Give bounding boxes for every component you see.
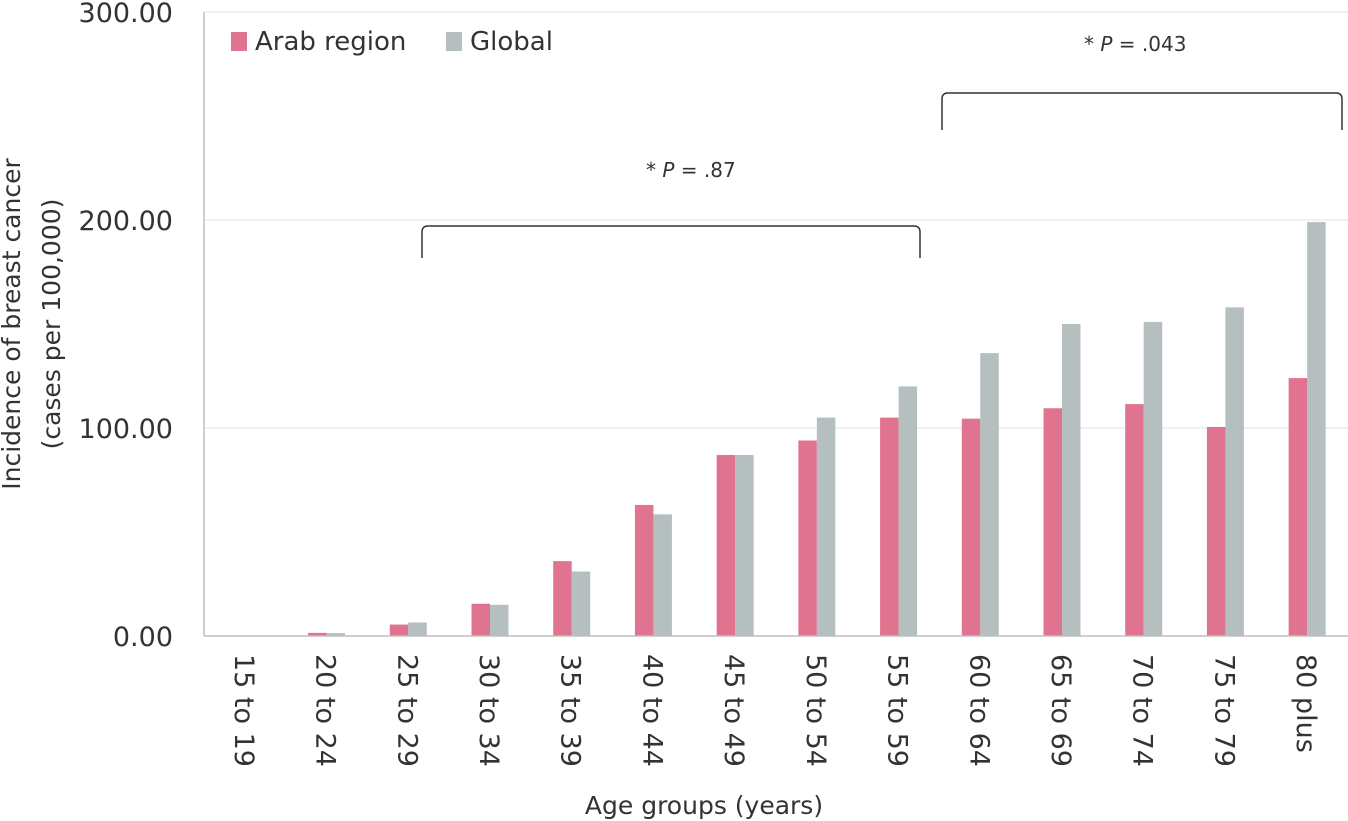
x-tick-label: 70 to 74 <box>1127 654 1158 767</box>
bar-arab-region <box>553 561 572 636</box>
bar-global <box>1143 321 1163 636</box>
p-symbol: P <box>662 158 675 182</box>
legend-swatch-global <box>446 32 462 51</box>
significance-bracket <box>941 92 1343 130</box>
x-tick-label: 35 to 39 <box>555 654 586 767</box>
bar-global <box>571 571 591 636</box>
significance-star: * <box>646 158 662 182</box>
p-value-label: * P = .87 <box>646 158 736 182</box>
bar-global <box>326 633 346 636</box>
y-tick-label: 200.00 <box>79 206 173 237</box>
bar-arab-region <box>634 504 654 636</box>
x-tick-label: 45 to 49 <box>718 654 749 767</box>
significance-bracket <box>421 225 921 258</box>
significance-annotations: * P = .87* P = .043 <box>421 32 1343 258</box>
bar-arab-region <box>1125 404 1144 636</box>
p-value: = .043 <box>1112 32 1186 56</box>
bars <box>226 222 1326 636</box>
p-symbol: P <box>1100 32 1113 56</box>
p-value: = .87 <box>674 158 735 182</box>
legend-swatch-arab-region <box>231 32 247 51</box>
bar-global <box>980 353 999 636</box>
x-tick-label: 25 to 29 <box>391 654 422 767</box>
bar-arab-region <box>389 624 409 636</box>
bar-arab-region <box>1206 426 1226 636</box>
y-axis-title-line-2: (cases per 100,000) <box>37 199 66 450</box>
bar-arab-region <box>471 603 490 636</box>
legend: Arab region Global <box>231 27 553 57</box>
bar-arab-region <box>1043 408 1062 636</box>
x-tick-label: 65 to 69 <box>1045 654 1076 767</box>
bar-global <box>1307 222 1326 636</box>
x-tick-label: 60 to 64 <box>963 654 994 767</box>
legend-label-global: Global <box>470 27 553 57</box>
legend-label-arab-region: Arab region <box>255 27 406 57</box>
gridlines <box>204 11 1348 429</box>
significance-star: * <box>1084 32 1100 56</box>
x-axis-title: Age groups (years) <box>585 791 823 820</box>
bar-global <box>816 417 836 636</box>
x-tick-label: 50 to 54 <box>800 654 831 767</box>
bar-arab-region <box>716 455 736 636</box>
bar-global <box>898 386 918 636</box>
y-tick-label: 100.00 <box>79 414 173 445</box>
y-tick-label: 0.00 <box>113 622 173 653</box>
bar-global <box>1062 324 1081 636</box>
x-tick-label: 80 plus <box>1290 654 1321 753</box>
y-tick-labels: 0.00 100.00 200.00 300.00 <box>79 0 173 653</box>
y-tick-label: 300.00 <box>79 0 173 29</box>
bar-global <box>408 622 427 636</box>
x-tick-label: 20 to 24 <box>310 654 341 767</box>
x-tick-label: 15 to 19 <box>228 654 259 767</box>
x-tick-label: 30 to 34 <box>473 654 504 767</box>
x-tick-label: 55 to 59 <box>882 654 913 767</box>
x-tick-label: 40 to 44 <box>636 654 667 767</box>
p-value-label: * P = .043 <box>1084 32 1186 56</box>
x-tick-label: 75 to 79 <box>1208 654 1239 767</box>
y-axis-title-line-1: Incidence of breast cancer <box>0 158 26 490</box>
x-tick-labels: 15 to 19 20 to 24 25 to 29 30 to 34 35 to 39… <box>228 654 1321 767</box>
bar-arab-region <box>1288 378 1308 636</box>
y-axis-title: Incidence of breast cancer (cases per 10… <box>0 158 66 490</box>
bar-global <box>735 455 754 636</box>
bar-global <box>653 514 672 636</box>
bar-arab-region <box>880 417 899 636</box>
bar-arab-region <box>798 440 817 636</box>
bar-global <box>490 604 509 636</box>
bar-arab-region <box>308 632 327 636</box>
bar-global <box>1225 307 1244 636</box>
bar-arab-region <box>961 418 981 636</box>
